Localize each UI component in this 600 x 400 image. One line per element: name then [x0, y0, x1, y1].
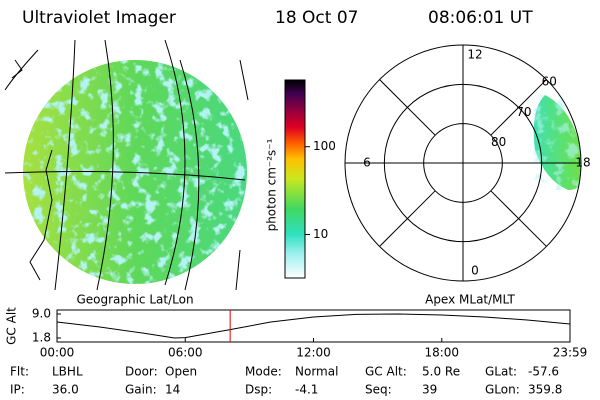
field-value: 36.0 [52, 383, 79, 397]
field-label: GLat: [485, 365, 517, 379]
lat-ring-label: 60 [542, 75, 557, 89]
geo-map [4, 39, 249, 291]
field-value: 14 [165, 383, 180, 397]
y-tick-label: 1.8 [32, 331, 51, 345]
field-value: 5.0 Re [422, 365, 460, 379]
time: 08:06:01 UT [428, 8, 533, 28]
field-value: 359.8 [528, 383, 562, 397]
field-label: Seq: [365, 383, 392, 397]
y-tick-label: 9.0 [32, 307, 51, 321]
field-label: GLon: [485, 383, 520, 397]
mlt-label: 0 [471, 264, 479, 278]
field-value: -4.1 [295, 383, 318, 397]
field-value: 39 [422, 383, 437, 397]
x-tick-label: 23:59 [553, 346, 588, 360]
polar-label: Apex MLat/MLT [425, 293, 515, 307]
field-label: Dsp: [245, 383, 272, 397]
mlt-label: 12 [467, 48, 482, 62]
mlt-label: 18 [575, 156, 590, 170]
polar-diagonal [379, 79, 436, 136]
alt-axis-label: GC Alt [5, 307, 19, 345]
field-value: Normal [295, 365, 338, 379]
colorbar-tick-label: 100 [313, 139, 336, 153]
field-value: Open [165, 365, 197, 379]
polar-diagonal [379, 190, 436, 247]
polar-noise [533, 95, 581, 190]
map-grid [4, 39, 249, 291]
field-label: Door: [125, 365, 158, 379]
polar-diagonal [490, 79, 547, 136]
lat-ring-label: 80 [491, 135, 506, 149]
field-value: -57.6 [528, 365, 559, 379]
alt-line [56, 313, 571, 339]
colorbar-tick-label: 10 [313, 227, 328, 241]
polar-plot [533, 95, 581, 190]
field-label: Gain: [125, 383, 157, 397]
field-label: Mode: [245, 365, 282, 379]
colorbar [284, 79, 306, 279]
date: 18 Oct 07 [275, 8, 358, 28]
x-tick-label: 00:00 [40, 346, 75, 360]
map-label: Geographic Lat/Lon [76, 293, 193, 307]
x-tick-label: 12:00 [296, 346, 331, 360]
field-label: Flt: [10, 365, 29, 379]
field-label: IP: [10, 383, 25, 397]
field-label: GC Alt: [365, 365, 407, 379]
mlt-label: 6 [363, 156, 371, 170]
instrument: Ultraviolet Imager [22, 8, 176, 28]
field-value: LBHL [52, 365, 83, 379]
lat-ring-label: 70 [516, 105, 531, 119]
x-tick-label: 18:00 [424, 346, 459, 360]
polar-diagonal [490, 190, 547, 247]
x-tick-label: 06:00 [168, 346, 203, 360]
alt-frame [56, 309, 571, 343]
colorbar-label: photon cm⁻²s⁻¹ [265, 138, 279, 231]
